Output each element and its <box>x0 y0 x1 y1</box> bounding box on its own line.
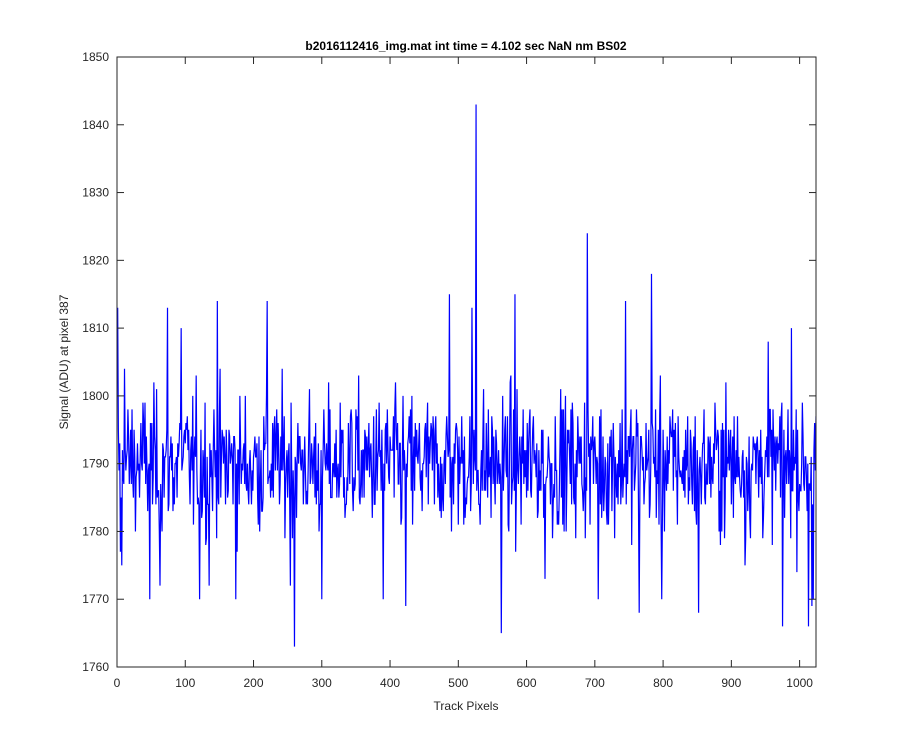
y-tick-label: 1830 <box>82 186 109 200</box>
plot-background <box>117 57 816 667</box>
x-tick-label: 700 <box>585 676 605 690</box>
y-tick-label: 1850 <box>82 50 109 64</box>
y-tick-label: 1800 <box>82 389 109 403</box>
series-line <box>117 104 816 647</box>
y-tick-label: 1820 <box>82 253 109 267</box>
x-tick-label: 300 <box>312 676 332 690</box>
y-tick-label: 1760 <box>82 660 109 674</box>
x-tick-label: 0 <box>114 676 121 690</box>
y-tick-label: 1840 <box>82 118 109 132</box>
x-tick-label: 1000 <box>786 676 813 690</box>
y-axis-label: Signal (ADU) at pixel 387 <box>57 294 71 429</box>
x-tick-label: 400 <box>380 676 400 690</box>
y-tick-label: 1810 <box>82 321 109 335</box>
x-tick-label: 500 <box>448 676 468 690</box>
x-tick-label: 800 <box>653 676 673 690</box>
axes-layer: 0 100 200 300 400 500 600 700 800 900 1000 1760 1770… <box>82 50 817 690</box>
y-tick-label: 1790 <box>82 457 109 471</box>
x-tick-label: 900 <box>721 676 741 690</box>
y-tick-label: 1780 <box>82 524 109 538</box>
x-tick-label: 600 <box>517 676 537 690</box>
x-axis-label: Track Pixels <box>434 699 499 713</box>
axes-box <box>116 56 817 668</box>
series-layer <box>117 104 816 647</box>
x-tick-label: 100 <box>175 676 195 690</box>
y-tick-label: 1770 <box>82 592 109 606</box>
x-tick-label: 200 <box>244 676 264 690</box>
chart-title: b2016112416_img.mat int time = 4.102 sec… <box>305 39 627 53</box>
